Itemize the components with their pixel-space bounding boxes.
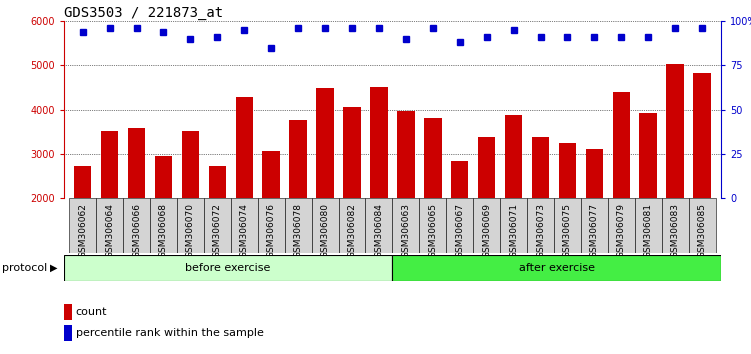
Bar [640, 113, 657, 198]
Text: GSM306076: GSM306076 [267, 202, 276, 258]
Bar [316, 88, 334, 198]
Bar [446, 198, 473, 253]
Bar [64, 255, 392, 281]
Text: count: count [76, 307, 107, 317]
Bar [339, 198, 366, 253]
Bar [689, 198, 716, 253]
Text: GSM306085: GSM306085 [698, 202, 707, 258]
Text: GSM306065: GSM306065 [428, 202, 437, 258]
Bar [505, 115, 523, 198]
Bar [478, 137, 496, 198]
Text: GSM306069: GSM306069 [482, 202, 491, 258]
Text: percentile rank within the sample: percentile rank within the sample [76, 328, 264, 338]
Bar [532, 137, 549, 198]
Bar [397, 110, 415, 198]
Text: GSM306062: GSM306062 [78, 202, 87, 257]
Bar [69, 198, 96, 253]
Text: before exercise: before exercise [185, 263, 271, 273]
Text: GSM306074: GSM306074 [240, 202, 249, 257]
Bar [608, 198, 635, 253]
Text: GSM306075: GSM306075 [563, 202, 572, 258]
Bar [128, 129, 145, 198]
Bar [96, 198, 123, 253]
Bar [204, 198, 231, 253]
Bar [258, 198, 285, 253]
Bar [101, 131, 119, 198]
Bar [662, 198, 689, 253]
Text: GSM306067: GSM306067 [455, 202, 464, 258]
Text: GSM306068: GSM306068 [159, 202, 168, 258]
Bar [451, 161, 469, 198]
Bar [419, 198, 446, 253]
Text: after exercise: after exercise [519, 263, 595, 273]
Text: GDS3503 / 221873_at: GDS3503 / 221873_at [64, 6, 223, 20]
Bar [392, 255, 721, 281]
Bar [581, 198, 608, 253]
Text: GSM306073: GSM306073 [536, 202, 545, 258]
Bar [613, 92, 630, 198]
Text: GSM306071: GSM306071 [509, 202, 518, 258]
Text: GSM306081: GSM306081 [644, 202, 653, 258]
Bar [559, 143, 576, 198]
Bar [527, 198, 554, 253]
Bar [500, 198, 527, 253]
Bar [123, 198, 150, 253]
Bar [64, 304, 72, 320]
Bar [177, 198, 204, 253]
Text: GSM306072: GSM306072 [213, 202, 222, 257]
Text: GSM306064: GSM306064 [105, 202, 114, 257]
Bar [285, 198, 312, 253]
Text: GSM306070: GSM306070 [186, 202, 195, 258]
Text: GSM306066: GSM306066 [132, 202, 141, 258]
Text: GSM306078: GSM306078 [294, 202, 303, 258]
Text: ▶: ▶ [50, 263, 58, 273]
Bar [74, 166, 92, 198]
Bar [554, 198, 581, 253]
Bar [392, 198, 419, 253]
Text: GSM306080: GSM306080 [321, 202, 330, 258]
Bar [155, 156, 172, 198]
Text: protocol: protocol [2, 263, 47, 273]
Bar [424, 118, 442, 198]
Bar [209, 166, 226, 198]
Bar [666, 64, 684, 198]
Bar [262, 152, 280, 198]
Bar [64, 325, 72, 341]
Bar [343, 107, 360, 198]
Bar [236, 97, 253, 198]
Text: GSM306077: GSM306077 [590, 202, 599, 258]
Text: GSM306063: GSM306063 [401, 202, 410, 258]
Bar [635, 198, 662, 253]
Bar [289, 120, 307, 198]
Text: GSM306083: GSM306083 [671, 202, 680, 258]
Text: GSM306084: GSM306084 [375, 202, 384, 257]
Bar [231, 198, 258, 253]
Text: GSM306079: GSM306079 [617, 202, 626, 258]
Text: GSM306082: GSM306082 [348, 202, 357, 257]
Bar [150, 198, 177, 253]
Bar [182, 131, 199, 198]
Bar [366, 198, 392, 253]
Bar [693, 73, 711, 198]
Bar [473, 198, 500, 253]
Bar [586, 149, 603, 198]
Bar [312, 198, 339, 253]
Bar [370, 87, 388, 198]
